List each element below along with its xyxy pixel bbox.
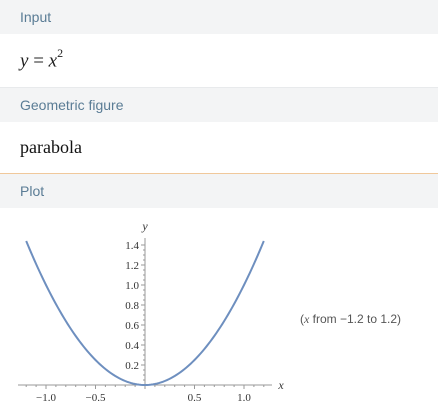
range-var: x xyxy=(304,312,310,326)
y-tick-label: 0.2 xyxy=(125,360,139,372)
plot-pod-header: Plot xyxy=(0,174,438,208)
y-axis-label: y xyxy=(141,219,148,233)
y-tick-label: 1.2 xyxy=(125,260,139,272)
input-pod-title: Input xyxy=(20,9,52,25)
x-tick-label: −1.0 xyxy=(36,392,56,404)
expr-eq: = xyxy=(28,50,49,72)
plot-title: Plot xyxy=(20,183,45,199)
parabola-plot[interactable]: −1.0 −0.5 0.5 1.0 0.2 0.4 0.6 0.8 1.0 1.2 1.4 x y xyxy=(0,208,438,414)
y-tick-label: 1.0 xyxy=(125,280,139,292)
expr-lhs: y xyxy=(20,50,29,72)
x-tick-label: 1.0 xyxy=(237,392,251,404)
x-tick-label: 0.5 xyxy=(188,392,202,404)
geometric-figure-value: parabola xyxy=(20,137,82,157)
geometric-figure-title: Geometric figure xyxy=(20,97,124,113)
y-tick-label: 0.4 xyxy=(125,340,139,352)
y-tick-label: 1.4 xyxy=(125,240,139,252)
geometric-figure-pod-header: Geometric figure xyxy=(0,88,438,122)
parabola-curve xyxy=(25,240,265,387)
range-text: from −1.2 to 1.2) xyxy=(309,312,402,326)
y-tick-label: 0.6 xyxy=(125,320,139,332)
geometric-figure-pod-body: parabola xyxy=(0,122,438,174)
plot-pod-body: −1.0 −0.5 0.5 1.0 0.2 0.4 0.6 0.8 1.0 1.2 1.4 x y (x… xyxy=(0,208,438,414)
x-tick-label: −0.5 xyxy=(86,392,106,404)
expr-var: x xyxy=(48,50,58,72)
input-expression: y = x2 xyxy=(20,46,64,72)
input-pod-body: y = x2 xyxy=(0,34,438,88)
input-pod-header: Input xyxy=(0,0,438,34)
plot-range-note: (x from −1.2 to 1.2) xyxy=(300,312,401,327)
range-prefix: ( xyxy=(300,312,304,326)
y-tick-label: 0.8 xyxy=(125,300,139,312)
x-axis-label: x xyxy=(277,378,284,392)
expr-exponent: 2 xyxy=(57,46,64,61)
